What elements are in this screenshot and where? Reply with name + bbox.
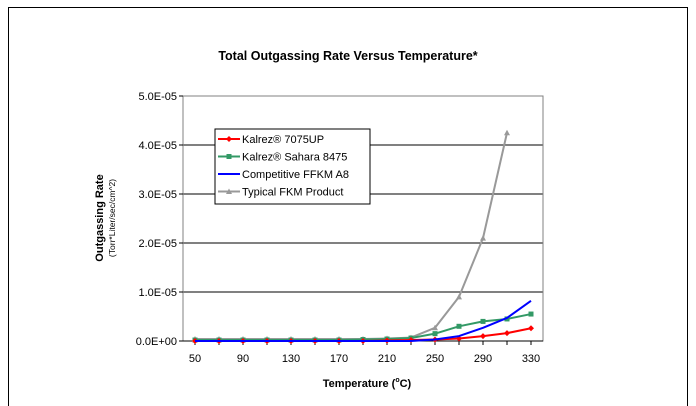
y-axis-title-group: Outgassing Rate (Torr*Liter/sec/cm^2) xyxy=(94,174,117,261)
x-tick-label: 290 xyxy=(474,353,492,365)
x-tick-label: 250 xyxy=(426,353,444,365)
legend-item: Typical FKM Product xyxy=(218,187,343,199)
legend-box xyxy=(214,128,371,205)
chart-frame xyxy=(8,7,688,406)
x-tick-label: 50 xyxy=(189,353,201,365)
y-tick-label: 3.0E-05 xyxy=(138,189,177,201)
y-tick-label: 0.0E+00 xyxy=(136,336,177,348)
data-point xyxy=(504,330,510,337)
x-axis-title-tail: C) xyxy=(400,378,412,390)
x-tick-label: 130 xyxy=(282,353,300,365)
data-point xyxy=(456,293,462,300)
y-axis-ticks: 0.0E+00 1.0E-05 2.0E-05 3.0E-05 4.0E-05 5.0E-… xyxy=(136,91,183,348)
data-point xyxy=(226,188,232,194)
x-tick-label: 210 xyxy=(378,353,396,365)
y-axis-unit: (Torr*Liter/sec/cm^2) xyxy=(107,179,117,257)
legend-label: Typical FKM Product xyxy=(242,187,343,199)
series-layer xyxy=(192,129,534,344)
data-point xyxy=(480,235,486,241)
legend-label: Kalrez® 7075UP xyxy=(242,134,324,146)
x-axis-title-main: Temperature ( xyxy=(323,378,396,390)
data-point xyxy=(226,136,232,142)
legend-item: Competitive FFKM A8 xyxy=(218,169,349,181)
legend-item: Kalrez® Sahara 8475 xyxy=(218,152,347,164)
series-line xyxy=(195,300,532,342)
y-tick-label: 2.0E-05 xyxy=(138,238,177,250)
x-tick-label: 330 xyxy=(522,353,540,365)
y-axis-title: Outgassing Rate xyxy=(94,174,106,261)
data-point xyxy=(456,323,462,329)
data-point xyxy=(528,325,534,332)
x-tick-label: 90 xyxy=(237,353,249,365)
x-tick-label: 170 xyxy=(330,353,348,365)
y-tick-label: 1.0E-05 xyxy=(138,287,177,299)
legend-label: Competitive FFKM A8 xyxy=(242,169,349,181)
legend-label: Kalrez® Sahara 8475 xyxy=(242,152,347,164)
data-point xyxy=(528,311,534,317)
data-point xyxy=(480,333,486,340)
x-axis-ticks: 50 90 130 170 210 250 290 330 xyxy=(183,340,543,365)
x-axis-title-degree: o xyxy=(395,377,399,384)
legend: Kalrez® 7075UP Kalrez® Sahara 8475 Competi… xyxy=(214,128,371,205)
legend-item: Kalrez® 7075UP xyxy=(218,134,324,146)
data-point xyxy=(480,318,486,324)
y-tick-label: 5.0E-05 xyxy=(138,91,177,103)
data-point xyxy=(432,331,438,337)
y-tick-label: 4.0E-05 xyxy=(138,140,177,152)
data-point xyxy=(226,154,232,159)
series-2 xyxy=(195,300,532,342)
chart-title: Total Outgassing Rate Versus Temperature… xyxy=(218,49,477,63)
data-point xyxy=(432,324,438,331)
x-axis-title: Temperature (oC) xyxy=(323,377,412,390)
data-point xyxy=(504,129,510,136)
